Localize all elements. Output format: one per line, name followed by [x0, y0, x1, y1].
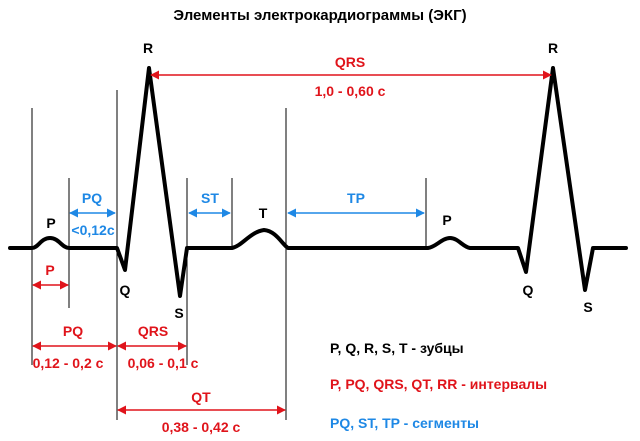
wave-label-r2: R: [548, 40, 558, 56]
pq-segment-value: <0,12c: [71, 222, 114, 238]
wave-label-p2: P: [442, 212, 451, 228]
qt-interval-name: QT: [191, 389, 211, 405]
wave-label-s2: S: [583, 299, 592, 315]
wave-label-r: R: [143, 40, 153, 56]
wave-label-p: P: [46, 215, 55, 231]
p-interval-name: P: [45, 262, 54, 278]
guide-lines: [31, 90, 427, 420]
qt-interval-value: 0,38 - 0,42 с: [162, 419, 241, 435]
pq-interval-name: PQ: [63, 323, 83, 339]
ecg-trace: [8, 66, 628, 298]
st-segment-name: ST: [201, 190, 219, 206]
pq-interval-value: 0,12 - 0,2 с: [33, 355, 104, 371]
legend-segments: PQ, ST, TP - сегменты: [330, 415, 479, 431]
wave-label-t: T: [259, 205, 268, 221]
wave-label-q: Q: [120, 282, 131, 298]
diagram-title: Элементы электрокардиограммы (ЭКГ): [173, 7, 466, 24]
qrs-interval-value: 0,06 - 0,1 с: [128, 355, 199, 371]
pq-segment-name: PQ: [82, 190, 102, 206]
legend-intervals: P, PQ, QRS, QT, RR - интервалы: [330, 376, 547, 392]
qrs-interval-name: QRS: [138, 323, 168, 339]
rr-interval-value: 1,0 - 0,60 с: [315, 83, 386, 99]
tp-segment-name: TP: [347, 190, 365, 206]
wave-label-q2: Q: [523, 282, 534, 298]
rr-interval-name: QRS: [335, 54, 365, 70]
legend-waves: P, Q, R, S, T - зубцы: [330, 340, 464, 356]
wave-label-s: S: [174, 305, 183, 321]
